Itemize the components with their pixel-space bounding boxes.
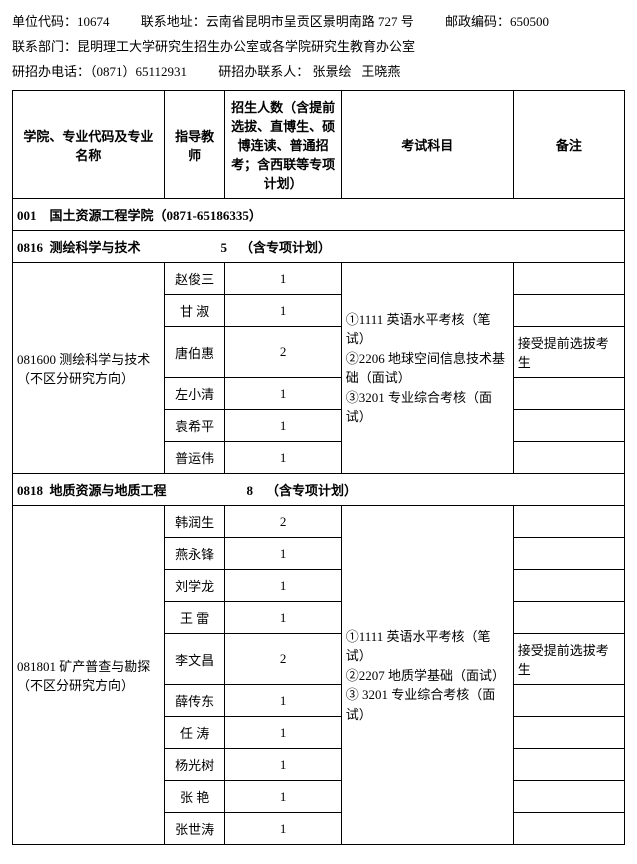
exam-subjects: ①1111 英语水平考核（笔试） ②2207 地质学基础（面试） ③ 3201 …	[341, 506, 513, 845]
col-note-header: 备注	[513, 91, 624, 199]
exam-subjects: ①1111 英语水平考核（笔试） ②2206 地球空间信息技术基础（面试） ③3…	[341, 263, 513, 474]
enrollment-count: 1	[225, 410, 341, 442]
advisor-name: 张 艳	[164, 781, 225, 813]
address: 联系地址：云南省昆明市呈贡区景明南路 727 号	[141, 12, 414, 33]
note-cell	[513, 295, 624, 327]
enrollment-count: 1	[225, 442, 341, 474]
enrollment-count: 2	[225, 506, 341, 538]
contact-label: 研招办联系人：	[218, 62, 309, 83]
advisor-name: 韩润生	[164, 506, 225, 538]
advisor-name: 薛传东	[164, 685, 225, 717]
advisor-name: 杨光树	[164, 749, 225, 781]
subsection-title: 0816 测绘科学与技术5 （含专项计划）	[13, 231, 625, 263]
advisor-name: 刘学龙	[164, 570, 225, 602]
table-row: 081801 矿产普查与勘探（不区分研究方向）韩润生2①1111 英语水平考核（…	[13, 506, 625, 538]
advisor-name: 赵俊三	[164, 263, 225, 295]
advisor-name: 左小清	[164, 378, 225, 410]
table-row: 081600 测绘科学与技术（不区分研究方向）赵俊三1①1111 英语水平考核（…	[13, 263, 625, 295]
section-row: 001 国土资源工程学院（0871-65186335）	[13, 199, 625, 231]
enrollment-count: 1	[225, 781, 341, 813]
phone: 研招办电话：（0871）65112931	[12, 62, 187, 83]
program-table: 学院、专业代码及专业名称 指导教师 招生人数（含提前选拔、直博生、硕博连读、普通…	[12, 90, 625, 845]
note-cell	[513, 717, 624, 749]
enrollment-count: 1	[225, 538, 341, 570]
unit-code: 单位代码：10674	[12, 12, 110, 33]
col-major-header: 学院、专业代码及专业名称	[13, 91, 165, 199]
department: 联系部门：昆明理工大学研究生招生办公室或各学院研究生教育办公室	[12, 37, 415, 58]
enrollment-count: 1	[225, 263, 341, 295]
contact-2: 王晓燕	[361, 62, 400, 83]
table-header-row: 学院、专业代码及专业名称 指导教师 招生人数（含提前选拔、直博生、硕博连读、普通…	[13, 91, 625, 199]
enrollment-count: 1	[225, 602, 341, 634]
note-cell	[513, 781, 624, 813]
enrollment-count: 1	[225, 378, 341, 410]
col-exam-header: 考试科目	[341, 91, 513, 199]
advisor-name: 唐伯惠	[164, 327, 225, 378]
advisor-name: 张世涛	[164, 813, 225, 845]
advisor-name: 李文昌	[164, 634, 225, 685]
advisor-name: 普运伟	[164, 442, 225, 474]
note-cell	[513, 685, 624, 717]
header-line-3: 研招办电话：（0871）65112931 研招办联系人： 张景绘 王晓燕	[12, 62, 625, 83]
enrollment-count: 2	[225, 327, 341, 378]
header-line-2: 联系部门：昆明理工大学研究生招生办公室或各学院研究生教育办公室	[12, 37, 625, 58]
enrollment-count: 1	[225, 717, 341, 749]
note-cell	[513, 813, 624, 845]
contact-1: 张景绘	[313, 62, 352, 83]
advisor-name: 任 涛	[164, 717, 225, 749]
enrollment-count: 2	[225, 634, 341, 685]
major-name: 081600 测绘科学与技术（不区分研究方向）	[13, 263, 165, 474]
advisor-name: 王 雷	[164, 602, 225, 634]
col-count-header: 招生人数（含提前选拔、直博生、硕博连读、普通招考；含西联等专项计划）	[225, 91, 341, 199]
major-name: 081801 矿产普查与勘探（不区分研究方向）	[13, 506, 165, 845]
subsection-title: 0818 地质资源与地质工程8 （含专项计划）	[13, 474, 625, 506]
enrollment-count: 1	[225, 813, 341, 845]
note-cell	[513, 570, 624, 602]
note-cell: 接受提前选拔考生	[513, 327, 624, 378]
advisor-name: 燕永锋	[164, 538, 225, 570]
header-line-1: 单位代码：10674 联系地址：云南省昆明市呈贡区景明南路 727 号 邮政编码…	[12, 12, 625, 33]
col-advisor-header: 指导教师	[164, 91, 225, 199]
subsection-row: 0818 地质资源与地质工程8 （含专项计划）	[13, 474, 625, 506]
enrollment-count: 1	[225, 295, 341, 327]
section-title: 001 国土资源工程学院（0871-65186335）	[13, 199, 625, 231]
note-cell	[513, 538, 624, 570]
enrollment-count: 1	[225, 570, 341, 602]
subsection-row: 0816 测绘科学与技术5 （含专项计划）	[13, 231, 625, 263]
note-cell	[513, 749, 624, 781]
note-cell	[513, 506, 624, 538]
postal-code: 邮政编码：650500	[445, 12, 549, 33]
note-cell: 接受提前选拔考生	[513, 634, 624, 685]
advisor-name: 袁希平	[164, 410, 225, 442]
note-cell	[513, 410, 624, 442]
advisor-name: 甘 淑	[164, 295, 225, 327]
note-cell	[513, 442, 624, 474]
enrollment-count: 1	[225, 685, 341, 717]
note-cell	[513, 378, 624, 410]
note-cell	[513, 263, 624, 295]
enrollment-count: 1	[225, 749, 341, 781]
note-cell	[513, 602, 624, 634]
